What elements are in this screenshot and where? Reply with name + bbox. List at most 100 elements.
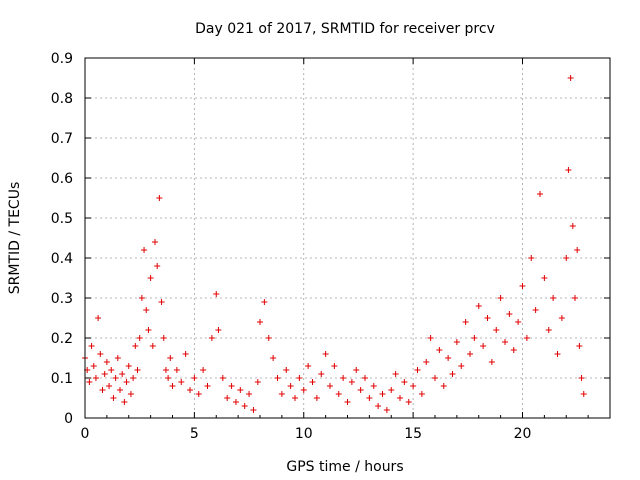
data-point bbox=[418, 391, 425, 397]
data-point bbox=[427, 335, 434, 341]
data-point bbox=[92, 375, 99, 381]
y-tick-label: 0.9 bbox=[51, 51, 73, 67]
data-point bbox=[215, 327, 222, 333]
data-point bbox=[578, 375, 585, 381]
data-point bbox=[274, 375, 281, 381]
data-point bbox=[88, 343, 95, 349]
y-tick-label: 0.2 bbox=[51, 331, 73, 347]
data-point bbox=[467, 351, 473, 357]
axis-ticks: 0 5 10 15 20 0 0.1 0.2 0.3 0.4 0.5 0.6 0.7 0.8 0.9 bbox=[51, 51, 611, 442]
data-point bbox=[572, 295, 578, 301]
data-point bbox=[95, 315, 102, 321]
data-point bbox=[200, 367, 207, 373]
y-tick-label: 0.5 bbox=[51, 211, 73, 227]
data-point bbox=[101, 371, 108, 377]
data-point bbox=[471, 335, 478, 341]
data-point bbox=[158, 299, 165, 305]
data-point bbox=[309, 379, 316, 385]
y-tick-label: 0.4 bbox=[51, 251, 73, 267]
data-point bbox=[423, 359, 430, 365]
data-point bbox=[90, 363, 97, 369]
data-point bbox=[502, 339, 508, 345]
data-point bbox=[270, 355, 277, 361]
data-point bbox=[232, 399, 239, 405]
data-point bbox=[125, 363, 132, 369]
data-point bbox=[86, 379, 93, 385]
data-point bbox=[254, 379, 261, 385]
data-point bbox=[565, 167, 572, 173]
data-point bbox=[414, 367, 421, 373]
data-point bbox=[449, 371, 456, 377]
data-point bbox=[108, 367, 115, 373]
data-point bbox=[519, 283, 526, 289]
data-point bbox=[187, 387, 193, 393]
data-point bbox=[532, 307, 539, 313]
data-point bbox=[475, 303, 482, 309]
data-point bbox=[278, 391, 285, 397]
y-tick-label: 0.6 bbox=[51, 171, 73, 187]
data-point bbox=[545, 327, 552, 333]
data-point bbox=[462, 319, 469, 325]
data-point bbox=[550, 295, 557, 301]
data-point bbox=[528, 255, 535, 261]
data-point bbox=[410, 383, 417, 389]
data-point bbox=[261, 299, 268, 305]
data-point bbox=[134, 367, 141, 373]
data-point bbox=[379, 391, 386, 397]
data-point bbox=[296, 375, 303, 381]
data-point bbox=[178, 379, 185, 385]
data-point bbox=[167, 355, 174, 361]
data-point bbox=[141, 247, 148, 253]
data-point bbox=[569, 223, 576, 229]
data-point bbox=[112, 375, 119, 381]
data-point bbox=[152, 239, 158, 245]
data-point bbox=[558, 315, 565, 321]
data-point bbox=[344, 399, 351, 405]
data-point bbox=[510, 347, 517, 353]
data-point bbox=[224, 395, 231, 401]
data-point bbox=[432, 375, 438, 381]
data-point bbox=[132, 343, 139, 349]
data-point bbox=[375, 403, 382, 409]
data-point bbox=[383, 407, 390, 413]
data-point bbox=[143, 307, 150, 313]
data-point bbox=[130, 375, 137, 381]
data-point bbox=[335, 391, 342, 397]
data-point bbox=[241, 403, 248, 409]
data-point bbox=[160, 335, 167, 341]
data-point bbox=[169, 383, 176, 389]
data-point bbox=[322, 351, 329, 357]
data-point bbox=[353, 367, 360, 373]
data-point bbox=[453, 339, 460, 345]
data-point bbox=[138, 295, 145, 301]
y-axis-label: SRMTID / TECUs bbox=[7, 182, 23, 295]
chart-title: Day 021 of 2017, SRMTID for receiver prc… bbox=[195, 21, 495, 37]
data-point bbox=[405, 399, 412, 405]
data-point bbox=[257, 319, 263, 325]
data-point bbox=[576, 343, 583, 349]
y-tick-label: 0.3 bbox=[51, 291, 73, 307]
data-point bbox=[156, 195, 163, 201]
data-point bbox=[523, 335, 530, 341]
data-point bbox=[574, 247, 581, 253]
data-point bbox=[250, 407, 257, 413]
data-point bbox=[114, 355, 121, 361]
y-tick-label: 0.1 bbox=[51, 371, 73, 387]
data-point bbox=[123, 379, 130, 385]
data-point bbox=[515, 319, 522, 325]
data-point bbox=[154, 263, 161, 269]
data-point bbox=[318, 371, 325, 377]
grid bbox=[85, 58, 610, 418]
x-axis-label: GPS time / hours bbox=[286, 459, 403, 475]
data-point bbox=[106, 383, 113, 389]
data-point bbox=[99, 387, 106, 393]
data-point bbox=[228, 383, 235, 389]
data-point bbox=[497, 295, 504, 301]
data-point bbox=[283, 367, 290, 373]
x-tick-label: 10 bbox=[295, 426, 313, 442]
data-point bbox=[331, 363, 338, 369]
data-point bbox=[340, 375, 347, 381]
data-point bbox=[488, 359, 495, 365]
data-point bbox=[149, 343, 156, 349]
